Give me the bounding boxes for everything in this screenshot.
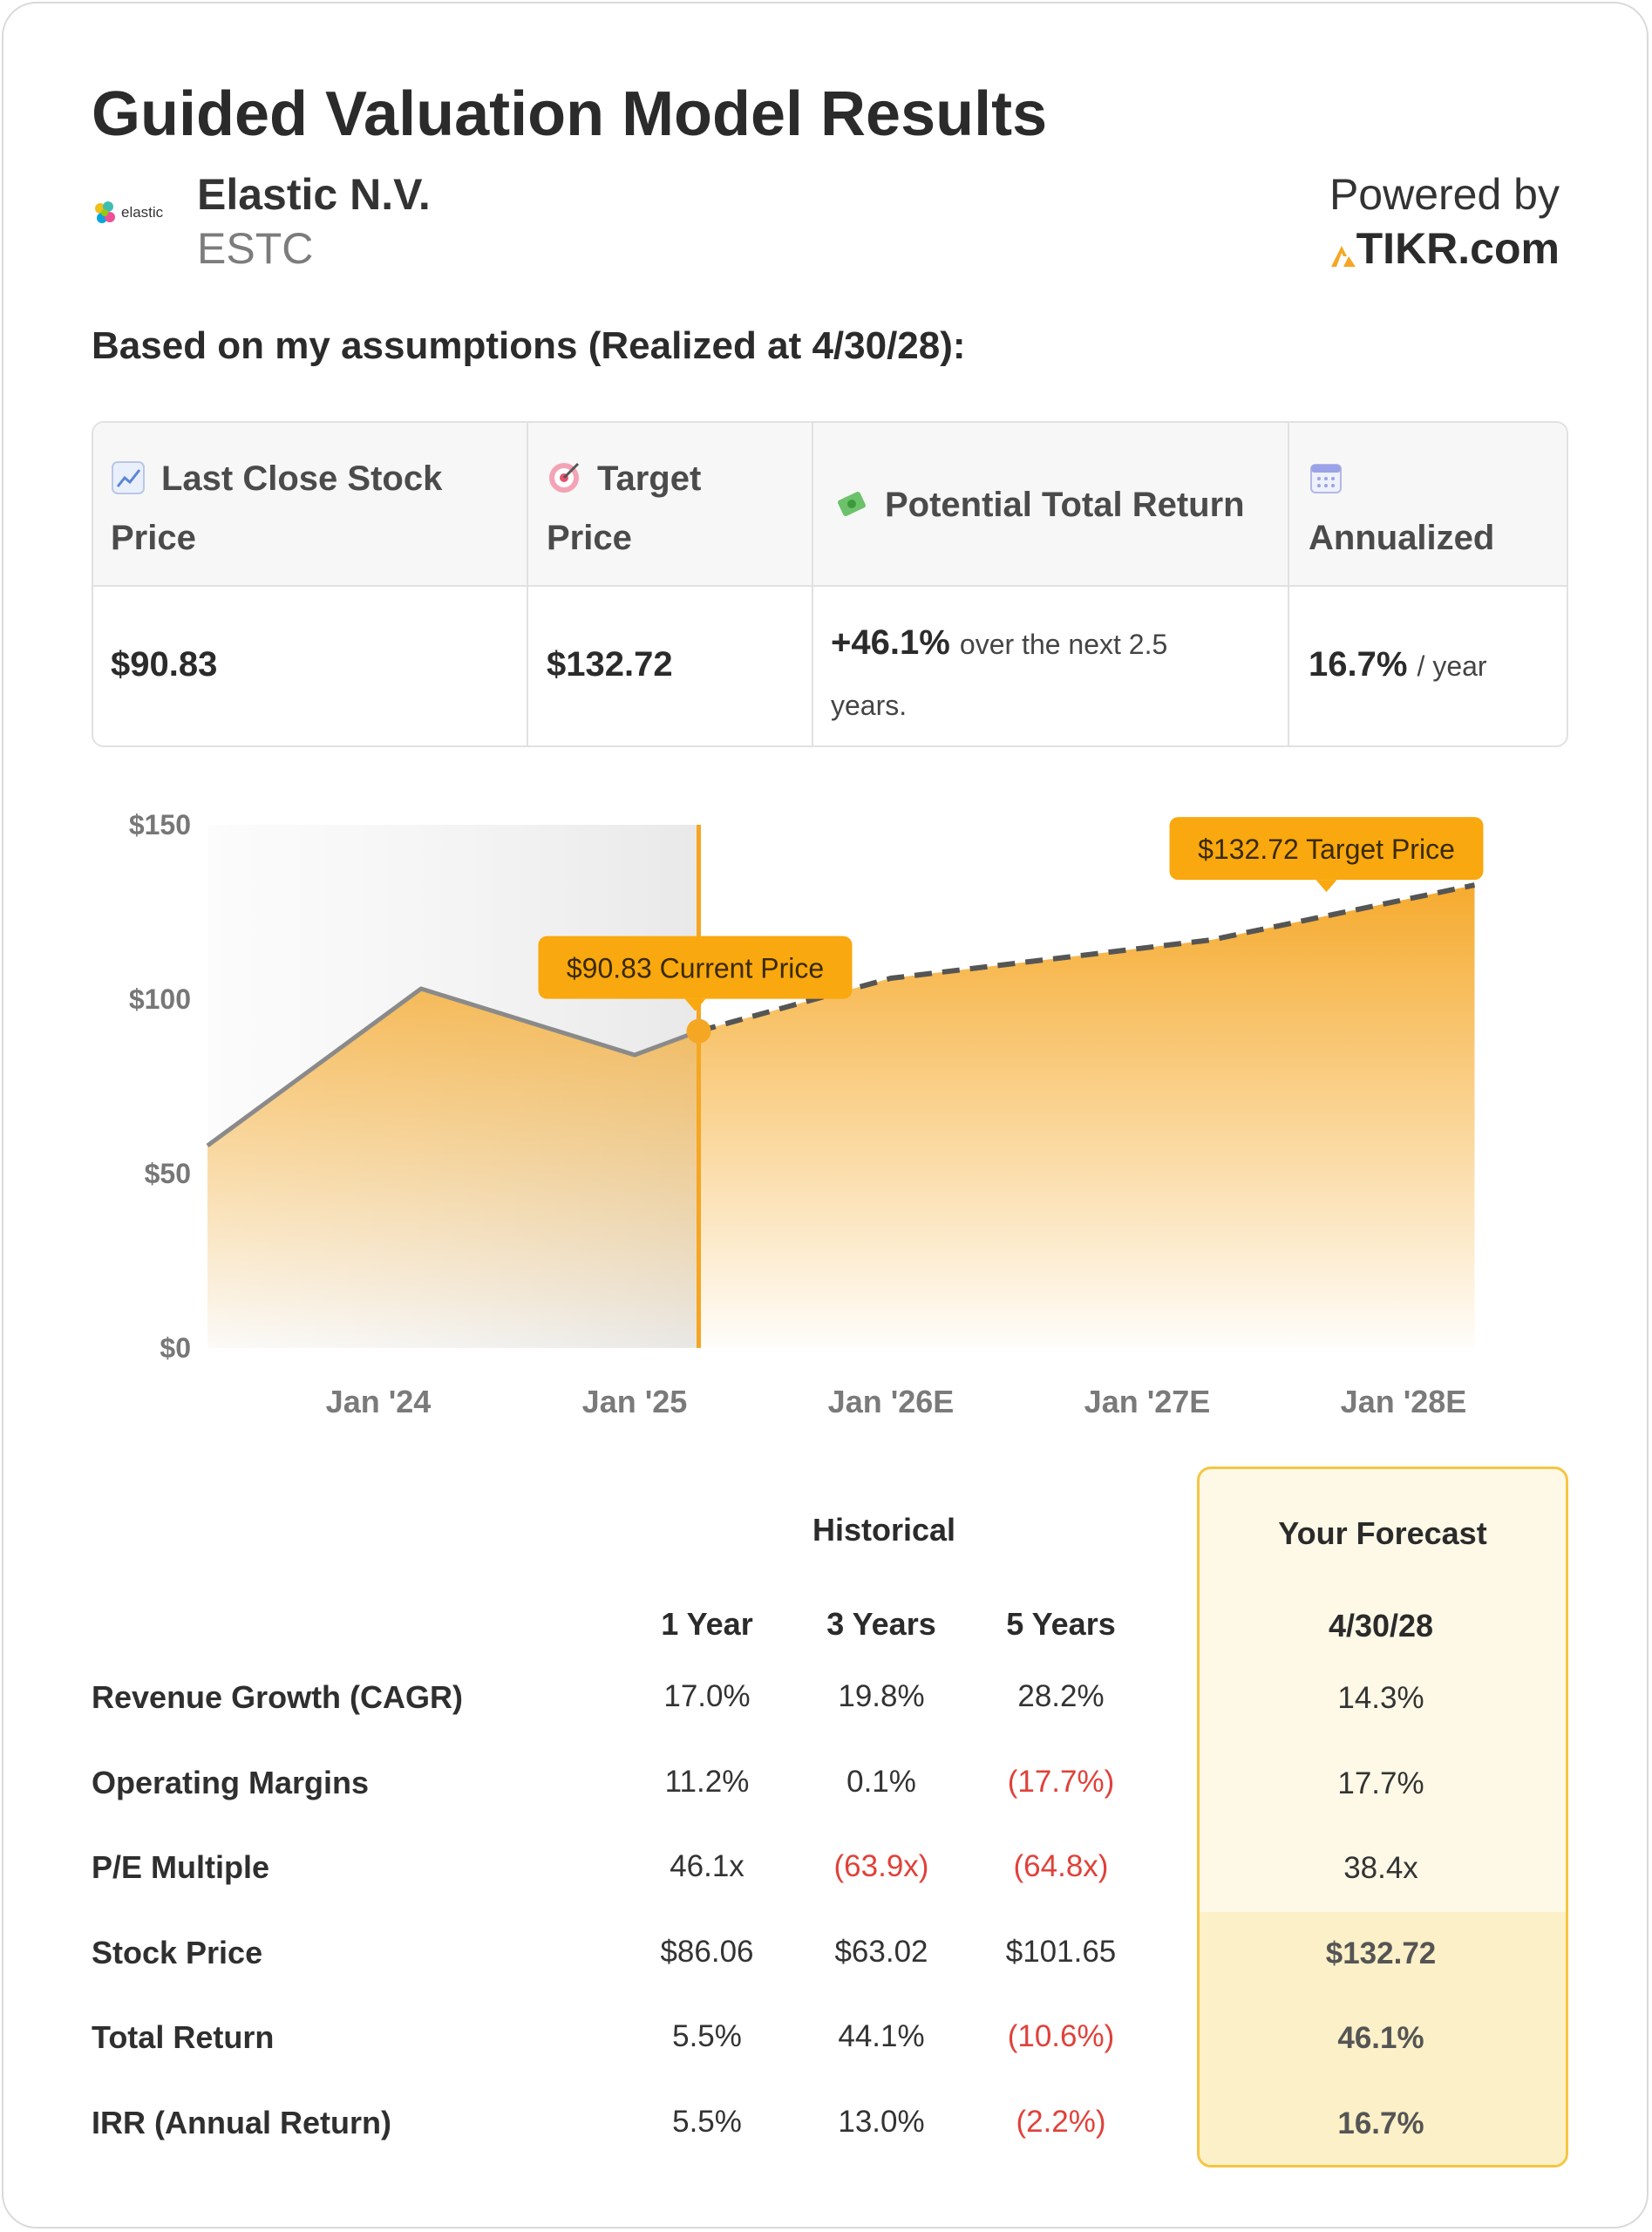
y-axis: $0 $50 $100 $150 [129, 809, 191, 1364]
tikr-logo-icon [1331, 246, 1356, 267]
page-title: Guided Valuation Model Results [92, 79, 1048, 149]
money-with-wings-icon [838, 492, 866, 516]
metric-value: $86.06 [660, 1934, 754, 1969]
forecast-value: 46.1% [1337, 2021, 1424, 2055]
annualized-unit: / year [1417, 650, 1487, 682]
forecast-value: 14.3% [1337, 1681, 1424, 1715]
metric-value: 28.2% [1017, 1679, 1105, 1713]
powered-by-label: Powered by [1329, 170, 1560, 219]
metric-value: (64.8x) [1013, 1849, 1109, 1883]
assumptions-heading: Based on my assumptions (Realized at 4/3… [92, 324, 966, 367]
metric-value: 13.0% [838, 2104, 925, 2139]
metric-value: 46.1x [670, 1849, 744, 1883]
summary-header-row [93, 423, 1567, 587]
svg-text:elastic: elastic [121, 204, 164, 221]
col-5-years: 5 Years [1006, 1606, 1116, 1642]
x-axis: Jan '24 Jan '25 Jan '26E Jan '27E Jan '28E [326, 1384, 1467, 1419]
col-1-year: 1 Year [661, 1606, 753, 1642]
metric-value: 11.2% [664, 1764, 750, 1799]
forecast-value: $132.72 [1325, 1936, 1437, 1970]
annualized-header: Annualized [1309, 449, 1553, 568]
forecast-value: 17.7% [1337, 1766, 1424, 1800]
annualized-value: 16.7% / year [1309, 645, 1487, 684]
y-tick-label: $50 [145, 1158, 191, 1189]
metric-value: (17.7%) [1007, 1764, 1115, 1799]
metric-label: Revenue Growth (CAGR) [92, 1679, 464, 1715]
ticker-symbol: ESTC [197, 224, 314, 273]
calendar-icon [1310, 464, 1342, 493]
col-3-years: 3 Years [826, 1606, 936, 1642]
elastic-logo: elastic [95, 201, 164, 223]
metric-value: 17.0% [663, 1679, 751, 1713]
target-icon [549, 462, 580, 493]
x-tick-label: Jan '28E [1341, 1384, 1467, 1419]
historical-header: Historical [812, 1512, 956, 1548]
x-tick-label: Jan '27E [1084, 1384, 1211, 1419]
forecast-panel [1197, 1466, 1568, 2167]
target-price-value: $132.72 [547, 645, 673, 684]
current-price-marker[interactable] [686, 1018, 711, 1044]
x-tick-label: Jan '24 [326, 1384, 432, 1419]
metric-value: (2.2%) [1016, 2104, 1106, 2139]
metric-label: Total Return [92, 2019, 275, 2055]
metric-label: P/E Multiple [92, 1849, 270, 1885]
svg-text:$90.83 Current Price: $90.83 Current Price [567, 953, 824, 984]
target-price-label: $132.72 Target Price [1169, 817, 1484, 893]
x-tick-label: Jan '25 [582, 1384, 688, 1419]
metric-value: 5.5% [672, 2019, 742, 2053]
target-price-header: Target Price [547, 459, 702, 557]
forecast-highlight [1200, 1912, 1566, 2165]
metric-value: 19.8% [838, 1679, 925, 1713]
y-tick-label: $100 [129, 983, 191, 1015]
forecast-value: 38.4x [1343, 1851, 1418, 1885]
metric-value: 44.1% [838, 2019, 925, 2053]
price-chart: $0$50$100$150 Jan '24 Jan '25 Jan '26E Jan … [129, 809, 1484, 1419]
x-tick-label: Jan '26E [828, 1384, 955, 1419]
forecast-line [697, 882, 1476, 1034]
price-area [207, 885, 1475, 1348]
forecast-value: 16.7% [1337, 2106, 1424, 2140]
y-tick-label: $0 [160, 1332, 191, 1364]
metric-value: 5.5% [672, 2104, 742, 2139]
current-price-label: $90.83 Current Price [538, 936, 853, 1011]
metric-value: $101.65 [1005, 1934, 1117, 1969]
last-close-value: $90.83 [111, 645, 218, 684]
y-tick-label: $150 [129, 809, 191, 840]
summary-table: Last Close Stock Price Target Price Pote… [92, 421, 1568, 747]
return-note: over the next 2.5 years. [831, 629, 1168, 721]
metrics-table: Historical Your Forecast 1 Year 3 Years … [3, 1451, 1652, 2183]
col-forecast-date: 4/30/28 [1328, 1608, 1434, 1643]
chart-increasing-icon [112, 461, 145, 494]
forecast-header: Your Forecast [1278, 1515, 1487, 1551]
potential-return-value: +46.1% over the next 2.5 years. [831, 623, 1168, 721]
metric-label: Operating Margins [92, 1764, 370, 1800]
metric-value: (63.9x) [833, 1849, 929, 1883]
metric-label: Stock Price [92, 1934, 263, 1970]
historical-line [206, 986, 700, 1148]
metric-value: $63.02 [834, 1934, 928, 1969]
metric-label: IRR (Annual Return) [92, 2104, 391, 2140]
svg-text:$132.72 Target Price: $132.72 Target Price [1198, 834, 1455, 865]
metric-value: (10.6%) [1007, 2019, 1115, 2053]
company-name: Elastic N.V. [197, 170, 431, 219]
potential-return-header: Potential Total Return [834, 475, 1288, 534]
plot-area: $90.83 Current Price $132.72 Target Price [206, 817, 1484, 1348]
metric-value: 0.1% [846, 1764, 916, 1799]
last-close-header: Last Close Stock Price [111, 459, 443, 557]
tikr-brand[interactable]: TIKR.com [1356, 224, 1560, 273]
